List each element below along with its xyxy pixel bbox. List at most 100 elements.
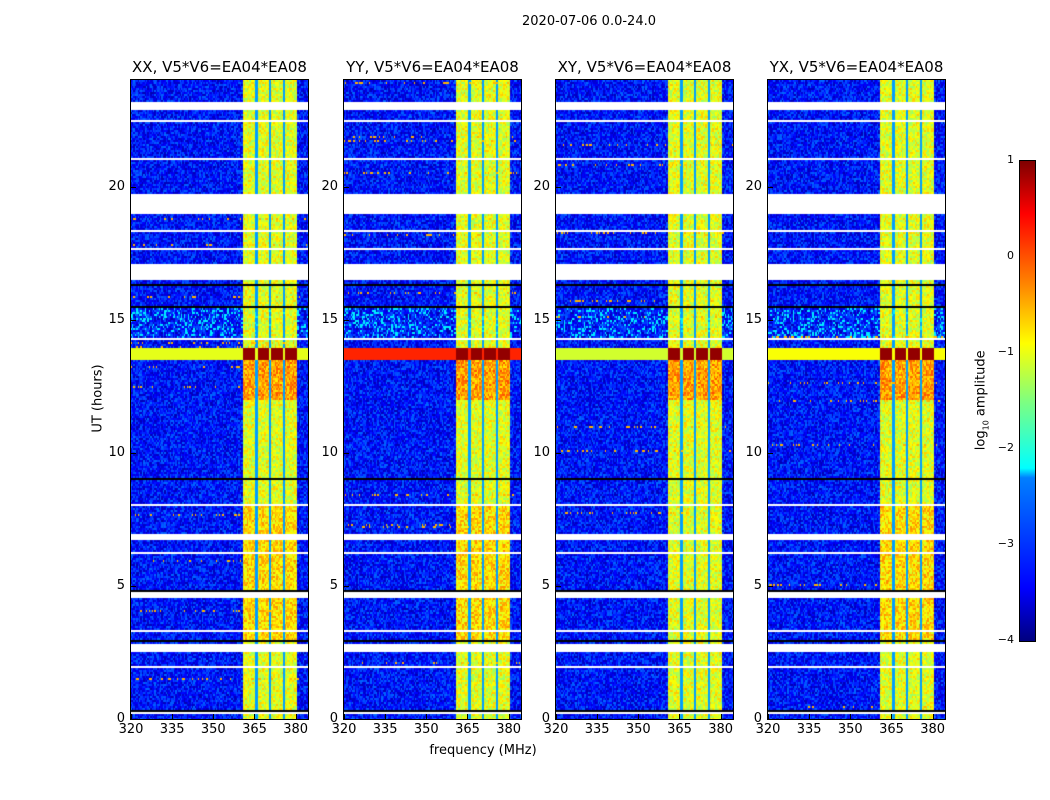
x-tick-mark: [720, 714, 722, 719]
y-tick-mark: [556, 719, 561, 720]
colorbar: [1019, 160, 1036, 642]
y-tick-mark: [131, 319, 136, 321]
x-tick-mark: [850, 714, 852, 719]
x-tick-label: 365: [879, 722, 904, 737]
x-tick-mark: [638, 714, 640, 719]
x-tick-label: 320: [331, 722, 357, 737]
y-axis-label: UT (hours): [90, 364, 106, 433]
colorbar-label: log10 amplitude: [973, 350, 991, 451]
x-tick-mark: [131, 714, 132, 719]
spectrogram-heatmap: [556, 80, 733, 719]
x-tick-mark: [213, 714, 215, 719]
y-tick-mark: [344, 319, 349, 321]
spectrogram-heatmap: [131, 80, 308, 719]
y-tick-mark: [768, 452, 773, 454]
x-tick-mark: [556, 714, 557, 719]
figure-title: 2020-07-06 0.0-24.0: [522, 14, 656, 29]
spectrogram-panel-2: YY, V5*V6=EA04*EA08 320 335 350 365 380 0 5 10 15…: [321, 58, 522, 737]
y-tick-mark: [768, 585, 773, 587]
colorbar-tick-label: −4: [997, 633, 1014, 646]
x-tick-label: 335: [796, 722, 822, 737]
y-tick-label: 20: [321, 178, 338, 194]
y-tick-mark: [556, 186, 561, 188]
y-tick-label: 15: [108, 311, 125, 327]
y-tick-label: 0: [753, 711, 762, 726]
y-tick-mark: [131, 186, 136, 188]
x-tick-mark: [385, 714, 387, 719]
y-tick-label: 20: [533, 178, 550, 194]
x-tick-label: 320: [755, 722, 781, 737]
y-tick-mark: [768, 719, 773, 720]
colorbar-tick-label: −2: [997, 441, 1014, 454]
x-tick-label: 320: [543, 722, 569, 737]
x-tick-mark: [932, 714, 934, 719]
y-tick-mark: [768, 319, 773, 321]
x-tick-mark: [508, 714, 510, 719]
x-tick-mark: [254, 714, 256, 719]
x-tick-mark: [679, 714, 681, 719]
panel-title: YY, V5*V6=EA04*EA08: [346, 58, 519, 76]
x-tick-label: 380: [920, 722, 946, 737]
x-tick-label: 320: [118, 722, 144, 737]
y-tick-label: 0: [329, 711, 338, 726]
y-tick-mark: [556, 452, 561, 454]
x-tick-label: 365: [667, 722, 692, 737]
y-tick-label: 0: [541, 711, 550, 726]
y-tick-mark: [344, 452, 349, 454]
y-tick-mark: [768, 186, 773, 188]
y-tick-label: 20: [108, 178, 125, 194]
x-tick-mark: [344, 714, 345, 719]
x-tick-mark: [295, 714, 297, 719]
y-tick-label: 5: [329, 577, 338, 593]
y-tick-mark: [344, 186, 349, 188]
panel-title: YX, V5*V6=EA04*EA08: [769, 58, 944, 76]
x-tick-label: 335: [159, 722, 185, 737]
x-tick-label: 350: [200, 722, 226, 737]
colorbar-tick-label: 1: [1007, 153, 1014, 166]
panel-title: XY, V5*V6=EA04*EA08: [557, 58, 732, 76]
y-tick-label: 15: [533, 311, 550, 327]
y-tick-mark: [131, 719, 136, 720]
y-tick-label: 15: [321, 311, 338, 327]
spectrogram-panel-4: YX, V5*V6=EA04*EA08 320 335 350 365 380 0 5 10 15…: [745, 58, 946, 737]
x-tick-mark: [891, 714, 893, 719]
x-tick-mark: [467, 714, 469, 719]
y-tick-mark: [131, 452, 136, 454]
y-tick-label: 10: [321, 444, 338, 460]
y-tick-mark: [344, 585, 349, 587]
x-tick-label: 380: [496, 722, 522, 737]
x-tick-label: 380: [283, 722, 309, 737]
y-tick-label: 0: [116, 711, 125, 726]
x-axis-label: frequency (MHz): [429, 743, 537, 758]
x-tick-mark: [426, 714, 428, 719]
panel-title: XX, V5*V6=EA04*EA08: [132, 58, 307, 76]
x-tick-label: 350: [837, 722, 863, 737]
y-tick-mark: [556, 585, 561, 587]
y-tick-mark: [556, 319, 561, 321]
x-tick-mark: [597, 714, 599, 719]
x-tick-label: 350: [625, 722, 651, 737]
y-tick-label: 10: [108, 444, 125, 460]
y-tick-label: 15: [745, 311, 762, 327]
y-tick-mark: [344, 719, 349, 720]
y-tick-label: 20: [745, 178, 762, 194]
spectrogram-panel-1: XX, V5*V6=EA04*EA08 320 335 350 365 380 0 5 10 15…: [108, 58, 309, 737]
x-tick-label: 365: [242, 722, 267, 737]
x-tick-label: 335: [584, 722, 610, 737]
x-tick-label: 380: [708, 722, 734, 737]
x-tick-label: 335: [372, 722, 398, 737]
x-tick-label: 365: [455, 722, 480, 737]
spectrogram-panel-3: XY, V5*V6=EA04*EA08 320 335 350 365 380 0 5 10 15…: [533, 58, 734, 737]
y-tick-label: 10: [745, 444, 762, 460]
colorbar-tick-label: 0: [1007, 249, 1014, 262]
y-tick-label: 5: [116, 577, 125, 593]
y-tick-mark: [131, 585, 136, 587]
spectrogram-heatmap: [768, 80, 945, 719]
colorbar-tick-label: −1: [997, 345, 1014, 358]
y-tick-label: 5: [753, 577, 762, 593]
colorbar-tick-label: −3: [997, 537, 1014, 550]
y-tick-label: 10: [533, 444, 550, 460]
y-tick-label: 5: [541, 577, 550, 593]
x-tick-label: 350: [413, 722, 439, 737]
x-tick-mark: [172, 714, 174, 719]
